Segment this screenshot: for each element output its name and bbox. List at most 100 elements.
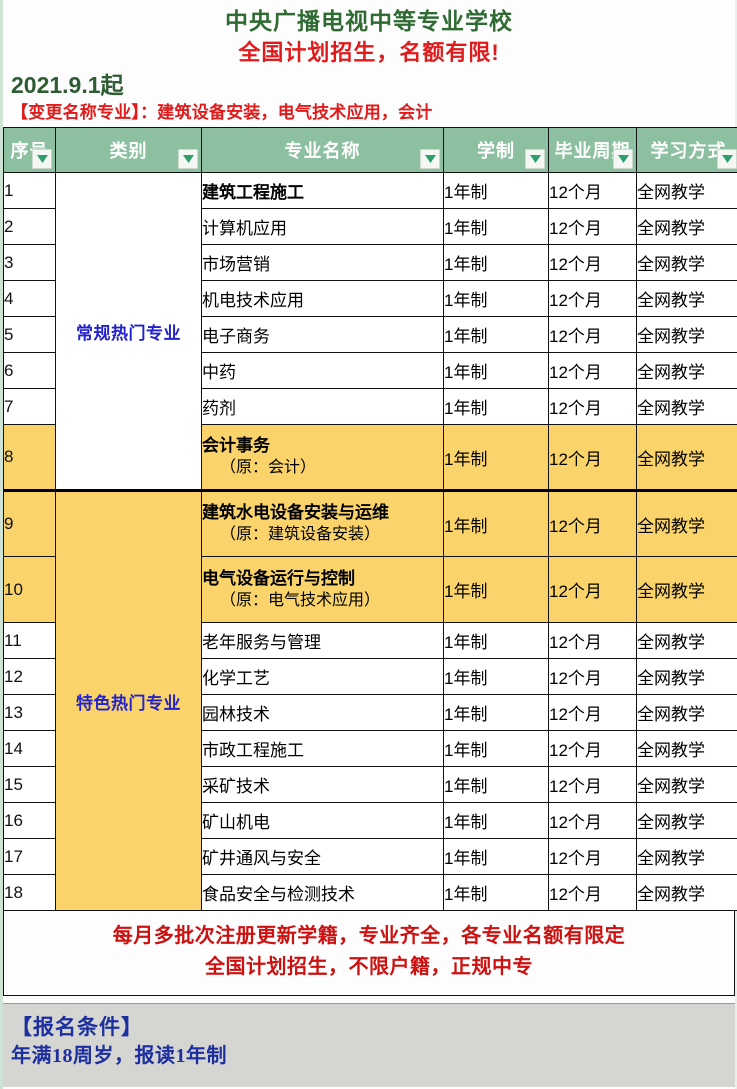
column-header-length-label: 学制 <box>477 141 515 161</box>
table-row: 4 机电技术应用 1年制 12个月 全网教学 <box>3 280 737 317</box>
table-row: 7 药剂 1年制 12个月 全网教学 <box>3 388 737 425</box>
cell-index: 4 <box>3 280 56 317</box>
poster-header: 中央广播电视中等专业学校 全国计划招生，名额有限! 2021.9.1起 【变更名… <box>3 0 735 127</box>
filter-dropdown-icon[interactable] <box>178 149 198 169</box>
cell-major-name: 会计事务 （原：会计） <box>201 424 444 491</box>
column-header-category[interactable]: 类别 <box>55 127 202 173</box>
cell-length: 1年制 <box>443 208 549 245</box>
cell-major-name: 中药 <box>201 352 444 389</box>
promo-banner-line-2: 全国计划招生，不限户籍，正规中专 <box>205 956 533 978</box>
cell-graduation-cycle: 12个月 <box>548 694 637 731</box>
column-header-major-name-label: 专业名称 <box>284 141 361 161</box>
table-row: 3 市场营销 1年制 12个月 全网教学 <box>3 244 737 281</box>
enrollment-requirements-body: 年满18周岁，报读1年制 <box>11 1045 227 1067</box>
cell-length: 1年制 <box>443 388 549 425</box>
column-header-index[interactable]: 序号 <box>3 127 56 173</box>
cell-major-name: 机电技术应用 <box>201 280 444 317</box>
cell-graduation-cycle: 12个月 <box>548 766 637 803</box>
cell-study-mode: 全网教学 <box>636 802 737 839</box>
major-name-former: （原：会计） <box>220 459 317 476</box>
cell-graduation-cycle: 12个月 <box>548 316 637 353</box>
cell-graduation-cycle: 12个月 <box>548 244 637 281</box>
filter-dropdown-icon[interactable] <box>717 149 737 169</box>
cell-graduation-cycle: 12个月 <box>548 489 637 557</box>
cell-length: 1年制 <box>443 352 549 389</box>
cell-study-mode: 全网教学 <box>636 730 737 767</box>
change-notice: 【变更名称专业】：建筑设备安装，电气技术应用，会计 <box>11 103 433 122</box>
cell-study-mode: 全网教学 <box>636 244 737 281</box>
cell-major-name: 建筑工程施工 <box>201 172 444 209</box>
cell-major-name: 计算机应用 <box>201 208 444 245</box>
filter-dropdown-icon[interactable] <box>32 149 52 169</box>
major-name-current: 建筑水电设备安装与运维 <box>202 503 389 522</box>
cell-major-name: 化学工艺 <box>201 658 444 695</box>
cell-index: 9 <box>3 489 56 557</box>
cell-length: 1年制 <box>443 766 549 803</box>
cell-index: 11 <box>3 622 56 659</box>
major-name-current: 电气设备运行与控制 <box>202 568 355 588</box>
table-row: 18 食品安全与检测技术 1年制 12个月 全网教学 <box>3 874 737 911</box>
cell-major-name: 药剂 <box>201 388 444 425</box>
cell-graduation-cycle: 12个月 <box>548 838 637 875</box>
cell-length: 1年制 <box>443 172 549 209</box>
cell-study-mode: 全网教学 <box>636 766 737 803</box>
cell-study-mode: 全网教学 <box>636 694 737 731</box>
cell-major-name: 食品安全与检测技术 <box>201 874 444 911</box>
column-header-graduation-cycle[interactable]: 毕业周期 <box>548 127 637 173</box>
cell-graduation-cycle: 12个月 <box>548 352 637 389</box>
cell-length: 1年制 <box>443 838 549 875</box>
column-header-length[interactable]: 学制 <box>443 127 549 173</box>
table-row: 2 计算机应用 1年制 12个月 全网教学 <box>3 208 737 245</box>
table-row: 6 中药 1年制 12个月 全网教学 <box>3 352 737 389</box>
cell-graduation-cycle: 12个月 <box>548 556 637 623</box>
cell-graduation-cycle: 12个月 <box>548 802 637 839</box>
cell-graduation-cycle: 12个月 <box>548 658 637 695</box>
table-row: 13 园林技术 1年制 12个月 全网教学 <box>3 694 737 731</box>
cell-major-name: 市政工程施工 <box>201 730 444 767</box>
cell-index: 2 <box>3 208 56 245</box>
cell-index: 13 <box>3 694 56 731</box>
cell-length: 1年制 <box>443 424 549 491</box>
cell-study-mode: 全网教学 <box>636 424 737 491</box>
filter-dropdown-icon[interactable] <box>420 149 440 169</box>
cell-major-name: 市场营销 <box>201 244 444 281</box>
school-title: 中央广播电视中等专业学校 <box>225 8 513 34</box>
cell-study-mode: 全网教学 <box>636 622 737 659</box>
cell-index: 10 <box>3 556 56 623</box>
cell-index: 8 <box>3 424 56 491</box>
promo-banner-line-1: 每月多批次注册更新学籍，专业齐全，各专业名额有限定 <box>112 925 626 947</box>
column-header-major-name[interactable]: 专业名称 <box>201 127 444 173</box>
cell-graduation-cycle: 12个月 <box>548 424 637 491</box>
cell-study-mode: 全网教学 <box>636 208 737 245</box>
filter-dropdown-icon[interactable] <box>613 149 633 169</box>
column-header-study-mode[interactable]: 学习方式 <box>636 127 737 173</box>
cell-graduation-cycle: 12个月 <box>548 622 637 659</box>
table-row: 1 常规热门专业 建筑工程施工 1年制 12个月 全网教学 <box>3 172 737 491</box>
cell-study-mode: 全网教学 <box>636 280 737 317</box>
cell-length: 1年制 <box>443 874 549 911</box>
cell-graduation-cycle: 12个月 <box>548 730 637 767</box>
cell-study-mode: 全网教学 <box>636 388 737 425</box>
cell-index: 5 <box>3 316 56 353</box>
cell-major-name: 电气设备运行与控制 （原：电气技术应用） <box>201 556 444 623</box>
cell-length: 1年制 <box>443 730 549 767</box>
cell-study-mode: 全网教学 <box>636 556 737 623</box>
header-row: 序号 类别 专业名称 <box>3 127 737 173</box>
column-header-category-label: 类别 <box>109 141 148 161</box>
table-row: 8 会计事务 （原：会计） 1年制 12个月 全网教学 <box>3 424 737 491</box>
cell-length: 1年制 <box>443 489 549 557</box>
cell-length: 1年制 <box>443 244 549 281</box>
cell-graduation-cycle: 12个月 <box>548 874 637 911</box>
cell-major-name: 建筑水电设备安装与运维 （原：建筑设备安装） <box>201 489 444 557</box>
table-row: 9 特色热门专业 建筑水电设备安装与运维 （原：建筑设备安装） 1年制 12个月 全网教学 <box>3 489 737 911</box>
cell-study-mode: 全网教学 <box>636 838 737 875</box>
cell-major-name: 园林技术 <box>201 694 444 731</box>
cell-length: 1年制 <box>443 694 549 731</box>
cell-index: 16 <box>3 802 56 839</box>
cell-study-mode: 全网教学 <box>636 658 737 695</box>
cell-index: 12 <box>3 658 56 695</box>
filter-dropdown-icon[interactable] <box>525 149 545 169</box>
cell-study-mode: 全网教学 <box>636 316 737 353</box>
table-row: 12 化学工艺 1年制 12个月 全网教学 <box>3 658 737 695</box>
